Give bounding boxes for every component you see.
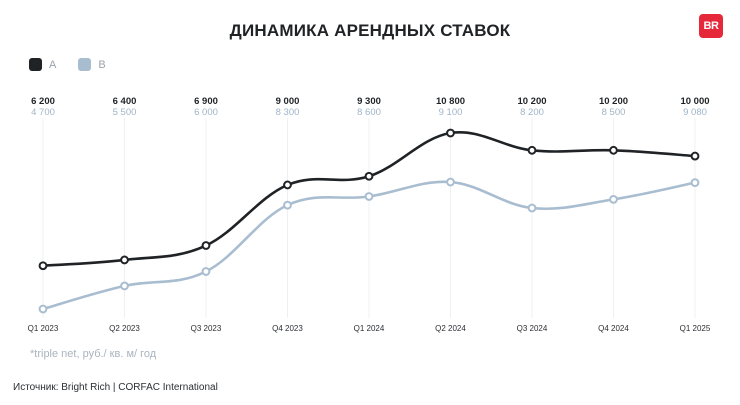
data-point-b	[609, 194, 618, 204]
x-tick-label: Q4 2024	[598, 324, 629, 333]
data-label-b: 8 200	[520, 107, 544, 118]
legend-swatch-a	[29, 58, 42, 71]
data-point-a	[201, 241, 211, 250]
data-label-a: 10 200	[599, 96, 628, 107]
data-point-a	[446, 128, 455, 138]
data-label-b: 8 500	[602, 107, 626, 118]
data-label-b: 9 080	[683, 107, 707, 118]
x-tick-label: Q2 2023	[109, 324, 140, 333]
chart-title: ДИНАМИКА АРЕНДНЫХ СТАВОК	[229, 21, 511, 40]
data-label-a: 9 000	[276, 96, 300, 107]
data-point-b	[364, 192, 374, 201]
data-label-a: 6 400	[113, 96, 137, 107]
source-note: Источник: Bright Rich | CORFAC Internati…	[13, 382, 218, 393]
data-point-b	[527, 203, 537, 213]
data-point-a	[38, 261, 48, 271]
data-label-b: 5 500	[113, 107, 137, 118]
data-point-a	[120, 255, 129, 265]
x-tick-label: Q1 2025	[680, 324, 711, 333]
legend-label-b: B	[98, 58, 106, 71]
footnote: *triple net, руб./ кв. м/ год	[30, 348, 157, 360]
data-label-b: 6 000	[194, 107, 218, 118]
x-tick-label: Q3 2024	[517, 324, 548, 333]
data-point-b	[120, 281, 129, 291]
legend-item-a: A	[29, 58, 56, 71]
data-label-a: 10 200	[517, 96, 546, 107]
x-tick-label: Q1 2024	[354, 324, 385, 333]
data-point-a	[364, 171, 374, 181]
data-label-b: 4 700	[31, 107, 55, 118]
data-point-b	[38, 304, 48, 314]
data-label-a: 10 800	[436, 96, 465, 107]
data-label-b: 8 300	[276, 107, 300, 118]
data-point-b	[201, 267, 211, 276]
legend-item-b: B	[78, 58, 106, 71]
data-point-b	[283, 200, 292, 210]
x-tick-label: Q4 2023	[272, 324, 303, 333]
x-tick-label: Q3 2023	[191, 324, 222, 333]
x-tick-label: Q2 2024	[435, 324, 466, 333]
data-point-a	[283, 180, 292, 190]
data-label-b: 9 100	[439, 107, 463, 118]
data-point-a	[690, 151, 700, 161]
data-point-a	[527, 145, 537, 155]
data-label-a: 9 300	[357, 96, 381, 107]
data-label-a: 6 900	[194, 96, 218, 107]
legend: A B	[29, 58, 128, 71]
data-label-a: 6 200	[31, 96, 55, 107]
data-point-b	[446, 177, 455, 187]
data-point-a	[609, 145, 618, 155]
legend-swatch-b	[78, 58, 92, 71]
data-label-b: 8 600	[357, 107, 381, 118]
data-label-a: 10 000	[680, 96, 709, 107]
data-point-b	[690, 178, 700, 188]
brand-logo: BR	[699, 14, 723, 38]
x-tick-label: Q1 2023	[28, 324, 59, 333]
legend-label-a: A	[49, 58, 57, 71]
